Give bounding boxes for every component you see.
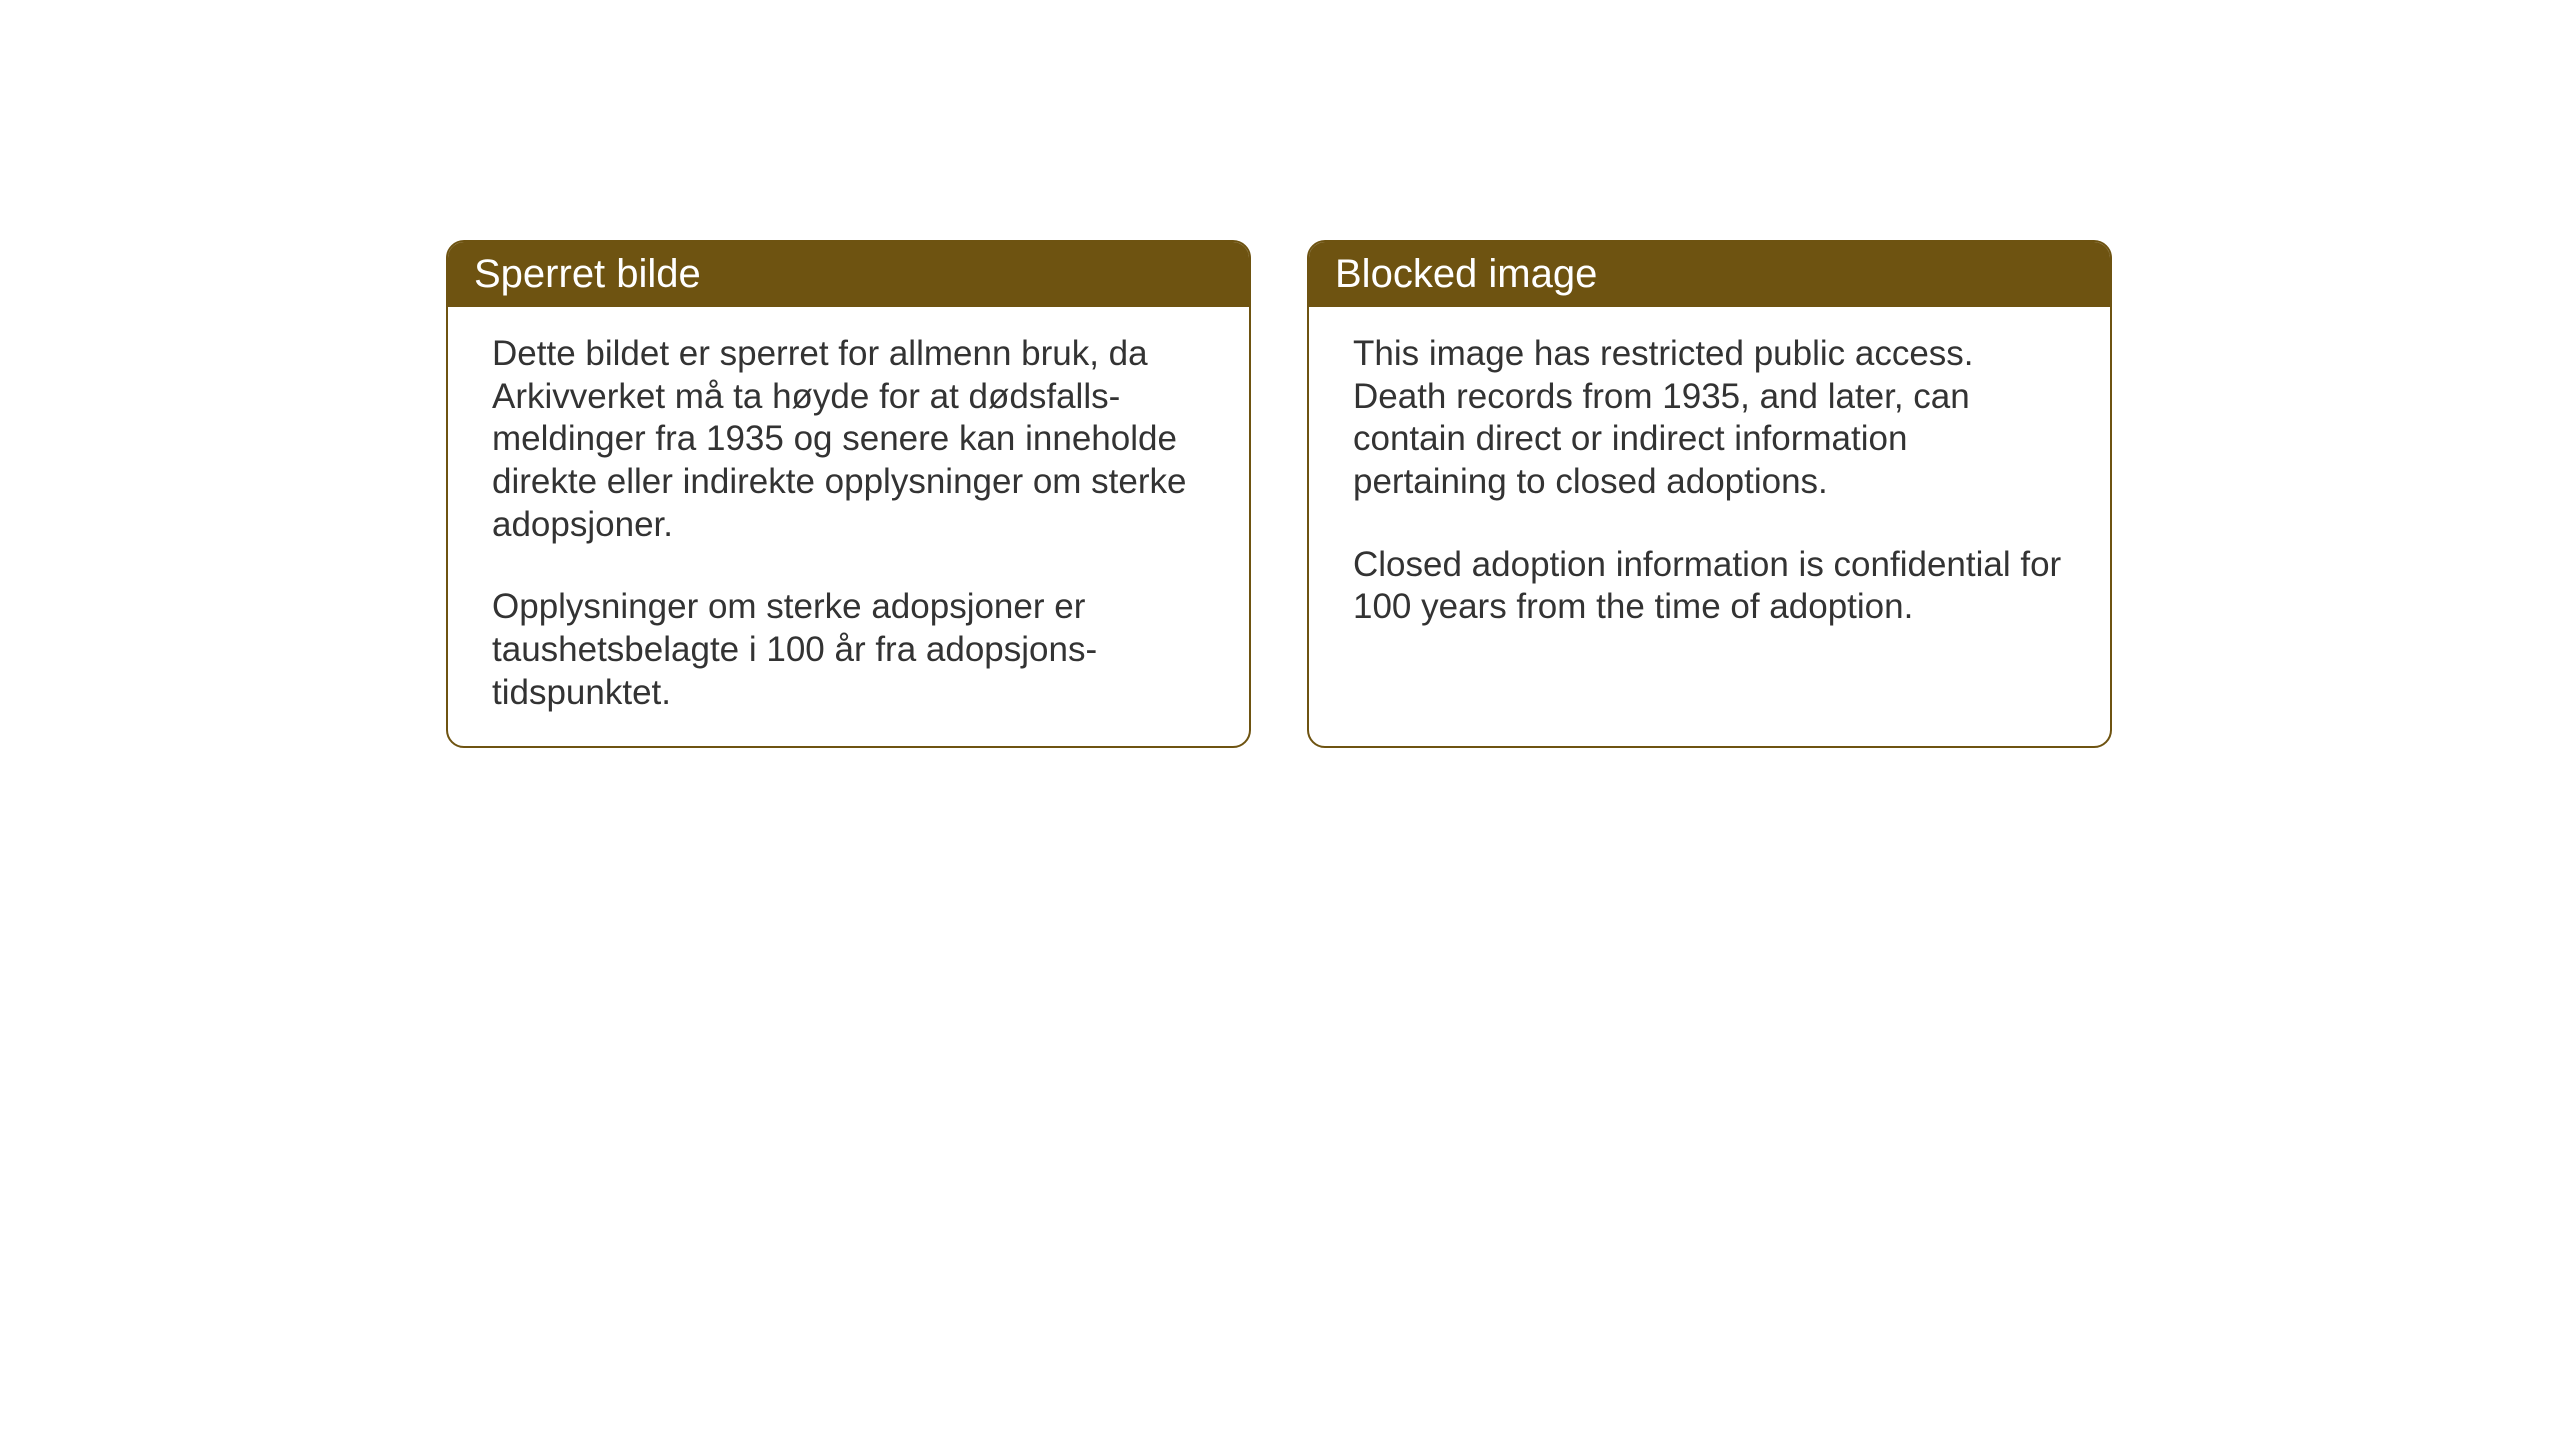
- english-notice-body: This image has restricted public access.…: [1309, 307, 2110, 665]
- norwegian-notice-box: Sperret bilde Dette bildet er sperret fo…: [446, 240, 1251, 748]
- norwegian-paragraph-1: Dette bildet er sperret for allmenn bruk…: [492, 333, 1205, 546]
- notice-container: Sperret bilde Dette bildet er sperret fo…: [0, 0, 2560, 748]
- english-paragraph-1: This image has restricted public access.…: [1353, 333, 2066, 504]
- norwegian-notice-title: Sperret bilde: [448, 242, 1249, 307]
- english-notice-box: Blocked image This image has restricted …: [1307, 240, 2112, 748]
- norwegian-notice-body: Dette bildet er sperret for allmenn bruk…: [448, 307, 1249, 748]
- norwegian-paragraph-2: Opplysninger om sterke adopsjoner er tau…: [492, 586, 1205, 714]
- english-paragraph-2: Closed adoption information is confident…: [1353, 544, 2066, 629]
- english-notice-title: Blocked image: [1309, 242, 2110, 307]
